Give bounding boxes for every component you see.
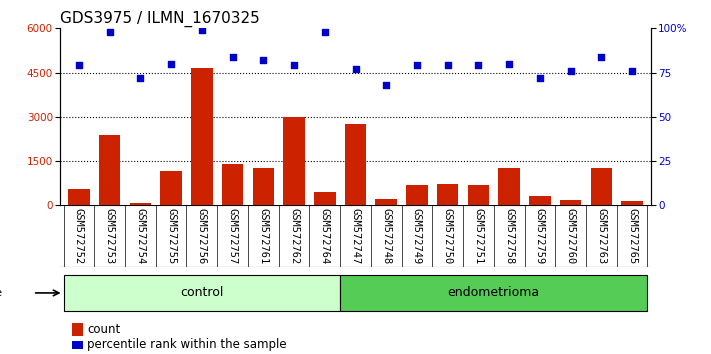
Bar <box>314 192 336 205</box>
Bar <box>406 185 428 205</box>
Bar <box>99 135 120 205</box>
Text: GSM572760: GSM572760 <box>566 209 576 265</box>
Bar <box>68 189 90 205</box>
Bar <box>73 341 83 349</box>
Bar <box>129 203 151 205</box>
Text: GSM572752: GSM572752 <box>74 209 84 265</box>
Text: GSM572747: GSM572747 <box>351 209 360 265</box>
Text: GSM572751: GSM572751 <box>474 209 483 265</box>
Point <box>257 57 269 63</box>
Point <box>350 66 361 72</box>
Bar <box>191 68 213 205</box>
Bar <box>560 200 582 205</box>
Text: count: count <box>87 323 120 336</box>
Point <box>319 29 331 35</box>
Bar <box>621 201 643 205</box>
Point <box>565 68 577 74</box>
Text: control: control <box>180 286 223 299</box>
Point <box>166 61 177 67</box>
Point <box>73 63 85 68</box>
Text: GSM572762: GSM572762 <box>289 209 299 265</box>
Point <box>227 54 238 59</box>
Bar <box>375 199 397 205</box>
Point <box>442 63 454 68</box>
Bar <box>437 184 459 205</box>
Text: GSM572757: GSM572757 <box>228 209 237 265</box>
Text: GSM572748: GSM572748 <box>381 209 391 265</box>
Bar <box>283 117 305 205</box>
Point <box>380 82 392 88</box>
Point <box>534 75 545 81</box>
Text: disease state: disease state <box>0 288 2 298</box>
Point <box>104 29 115 35</box>
Bar <box>340 275 648 311</box>
Bar <box>529 196 551 205</box>
Text: GSM572761: GSM572761 <box>258 209 268 265</box>
Bar <box>468 185 489 205</box>
Bar <box>222 164 243 205</box>
Bar <box>498 169 520 205</box>
Text: GSM572759: GSM572759 <box>535 209 545 265</box>
Text: GSM572765: GSM572765 <box>627 209 637 265</box>
Point <box>596 54 607 59</box>
Text: GSM572763: GSM572763 <box>597 209 606 265</box>
Text: GDS3975 / ILMN_1670325: GDS3975 / ILMN_1670325 <box>60 11 260 27</box>
Text: GSM572758: GSM572758 <box>504 209 514 265</box>
Point <box>411 63 422 68</box>
Point <box>289 63 300 68</box>
Point <box>626 68 638 74</box>
Bar <box>160 171 182 205</box>
Point <box>503 61 515 67</box>
Text: GSM572754: GSM572754 <box>135 209 145 265</box>
Bar <box>73 324 83 336</box>
Text: GSM572750: GSM572750 <box>443 209 453 265</box>
Point <box>473 63 484 68</box>
Text: GSM572749: GSM572749 <box>412 209 422 265</box>
Text: GSM572755: GSM572755 <box>166 209 176 265</box>
Bar <box>252 169 274 205</box>
Text: endometrioma: endometrioma <box>448 286 540 299</box>
Point <box>196 27 208 33</box>
Text: GSM572753: GSM572753 <box>105 209 114 265</box>
Bar <box>63 275 340 311</box>
Point <box>134 75 146 81</box>
Bar <box>591 169 612 205</box>
Text: GSM572756: GSM572756 <box>197 209 207 265</box>
Text: GSM572764: GSM572764 <box>320 209 330 265</box>
Bar <box>345 124 366 205</box>
Text: percentile rank within the sample: percentile rank within the sample <box>87 338 287 351</box>
